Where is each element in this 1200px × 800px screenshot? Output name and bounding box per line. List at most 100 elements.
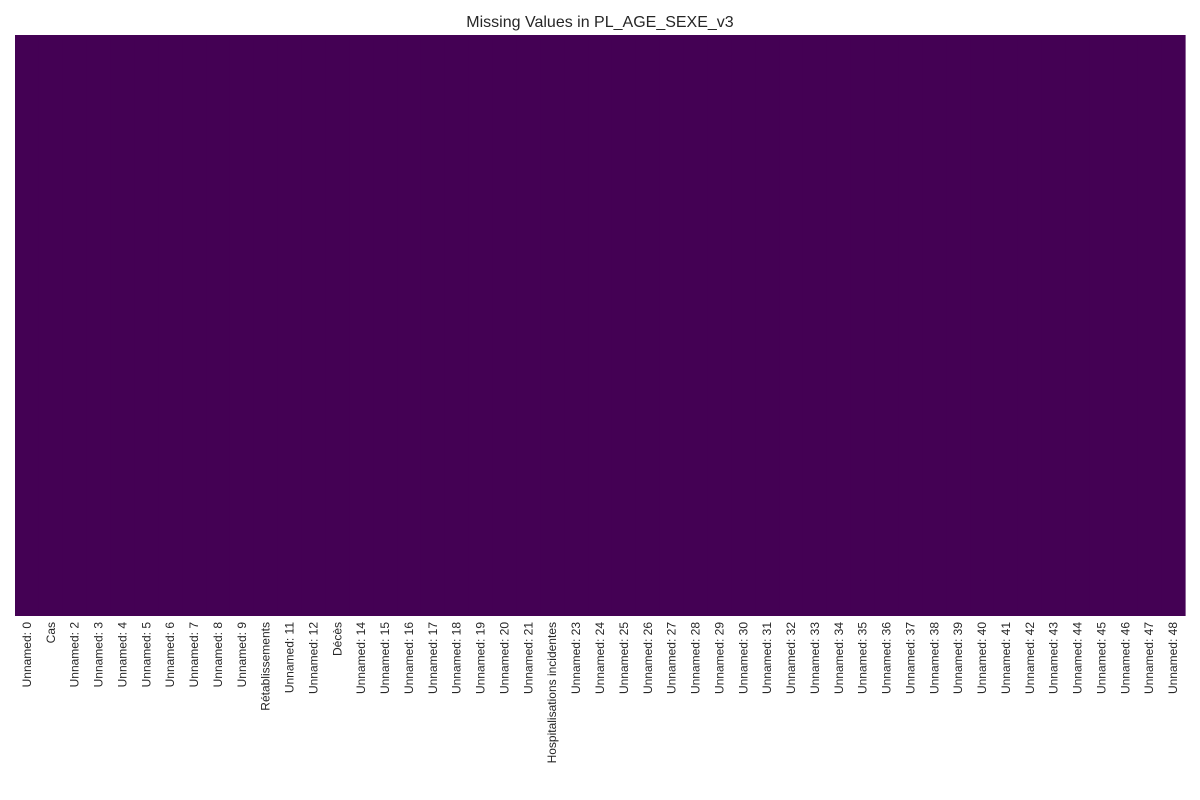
heatmap-column bbox=[420, 35, 446, 616]
x-tick-label: Décès bbox=[330, 622, 344, 656]
x-tick-label: Unnamed: 26 bbox=[641, 622, 655, 694]
x-tick-label: Unnamed: 0 bbox=[20, 622, 34, 688]
x-tick-label: Unnamed: 29 bbox=[712, 622, 726, 694]
x-tick-label: Unnamed: 5 bbox=[139, 622, 153, 688]
x-tick-label: Unnamed: 28 bbox=[689, 622, 703, 694]
heatmap-column bbox=[1137, 35, 1162, 616]
x-tick-label: Unnamed: 24 bbox=[593, 622, 607, 694]
heatmap-column bbox=[492, 35, 518, 616]
x-tick-label: Unnamed: 2 bbox=[68, 622, 82, 688]
x-tick-label: Unnamed: 43 bbox=[1047, 622, 1061, 694]
heatmap-column bbox=[15, 35, 40, 616]
heatmap-column bbox=[182, 35, 207, 616]
heatmap-column bbox=[516, 35, 541, 616]
heatmap-column bbox=[755, 35, 780, 616]
heatmap-column bbox=[970, 35, 995, 616]
heatmap-column bbox=[62, 35, 88, 616]
heatmap-column bbox=[206, 35, 231, 616]
x-tick-label: Unnamed: 44 bbox=[1071, 622, 1085, 694]
x-tick-label: Unnamed: 4 bbox=[115, 622, 129, 688]
heatmap-column bbox=[1065, 35, 1091, 616]
heatmap-column bbox=[1089, 35, 1114, 616]
x-tick-label: Unnamed: 31 bbox=[760, 622, 774, 694]
heatmap-column bbox=[993, 35, 1019, 616]
x-tick-label: Unnamed: 21 bbox=[521, 622, 535, 694]
x-tick-label: Unnamed: 25 bbox=[617, 622, 631, 694]
x-tick-label: Unnamed: 16 bbox=[402, 622, 416, 694]
x-tick-label: Hospitalisations incidentes bbox=[545, 622, 559, 763]
heatmap-column bbox=[826, 35, 852, 616]
x-tick-label: Unnamed: 39 bbox=[951, 622, 965, 694]
x-tick-label: Unnamed: 34 bbox=[832, 622, 846, 694]
heatmap-column bbox=[922, 35, 947, 616]
x-tick-label: Unnamed: 32 bbox=[784, 622, 798, 694]
x-tick-label: Unnamed: 17 bbox=[426, 622, 440, 694]
heatmap-column bbox=[229, 35, 255, 616]
heatmap-cells bbox=[15, 35, 1186, 616]
x-tick-label: Unnamed: 36 bbox=[880, 622, 894, 694]
heatmap-column bbox=[850, 35, 876, 616]
x-tick-label: Unnamed: 11 bbox=[283, 622, 297, 693]
heatmap-column bbox=[1161, 35, 1186, 616]
heatmap-column bbox=[1113, 35, 1138, 616]
x-tick-label: Unnamed: 30 bbox=[736, 622, 750, 694]
heatmap-column bbox=[158, 35, 183, 616]
heatmap-column bbox=[635, 35, 661, 616]
heatmap-column bbox=[802, 35, 828, 616]
heatmap-column bbox=[349, 35, 374, 616]
x-tick-label: Rétablissements bbox=[259, 622, 273, 711]
heatmap-column bbox=[898, 35, 923, 616]
x-tick-label: Unnamed: 9 bbox=[235, 622, 249, 688]
heatmap-column bbox=[874, 35, 900, 616]
x-tick-label: Unnamed: 38 bbox=[927, 622, 941, 694]
x-tick-label: Unnamed: 3 bbox=[92, 622, 106, 688]
heatmap-column bbox=[564, 35, 589, 616]
heatmap-column bbox=[588, 35, 613, 616]
heatmap-column bbox=[540, 35, 565, 616]
heatmap-column bbox=[707, 35, 732, 616]
x-tick-label: Unnamed: 14 bbox=[354, 622, 368, 694]
x-tick-label: Unnamed: 18 bbox=[450, 622, 464, 694]
heatmap-column bbox=[397, 35, 422, 616]
heatmap-column bbox=[946, 35, 971, 616]
heatmap-column bbox=[1041, 35, 1067, 616]
heatmap-column bbox=[253, 35, 279, 616]
x-tick-label: Unnamed: 45 bbox=[1094, 622, 1108, 694]
x-tick-label: Unnamed: 6 bbox=[163, 622, 177, 688]
heatmap-column bbox=[325, 35, 350, 616]
x-tick-label: Unnamed: 12 bbox=[306, 622, 320, 694]
heatmap-column bbox=[779, 35, 804, 616]
x-tick-labels: Unnamed: 0 Cas Unnamed: 2 Unnamed: 3 Unnamed… bbox=[20, 622, 1180, 764]
x-tick-label: Unnamed: 35 bbox=[856, 622, 870, 694]
heatmap-column bbox=[611, 35, 637, 616]
heatmap-column bbox=[731, 35, 756, 616]
heatmap-column bbox=[277, 35, 303, 616]
x-tick-label: Unnamed: 41 bbox=[999, 622, 1013, 694]
x-tick-label: Unnamed: 42 bbox=[1023, 622, 1037, 694]
x-tick-label: Unnamed: 46 bbox=[1118, 622, 1132, 694]
x-tick-label: Unnamed: 47 bbox=[1142, 622, 1156, 694]
heatmap-column bbox=[86, 35, 112, 616]
x-tick-label: Unnamed: 40 bbox=[975, 622, 989, 694]
x-tick-label: Unnamed: 27 bbox=[665, 622, 679, 694]
x-tick-label: Unnamed: 15 bbox=[378, 622, 392, 694]
heatmap-column bbox=[659, 35, 685, 616]
heatmap-column bbox=[444, 35, 470, 616]
x-tick-label: Unnamed: 20 bbox=[497, 622, 511, 694]
x-tick-label: Cas bbox=[44, 622, 58, 643]
x-tick-label: Unnamed: 37 bbox=[903, 622, 917, 694]
heatmap-column bbox=[468, 35, 494, 616]
x-tick-label: Unnamed: 7 bbox=[187, 622, 201, 688]
heatmap-column bbox=[373, 35, 398, 616]
heatmap-column bbox=[38, 35, 64, 616]
x-tick-label: Unnamed: 33 bbox=[808, 622, 822, 694]
chart-title: Missing Values in PL_AGE_SEXE_v3 bbox=[466, 14, 734, 31]
heatmap-column bbox=[683, 35, 709, 616]
heatmap-column bbox=[301, 35, 327, 616]
heatmap-column bbox=[1017, 35, 1043, 616]
x-tick-label: Unnamed: 48 bbox=[1166, 622, 1180, 694]
x-tick-label: Unnamed: 19 bbox=[474, 622, 488, 694]
heatmap-column bbox=[134, 35, 159, 616]
heatmap-column bbox=[110, 35, 135, 616]
